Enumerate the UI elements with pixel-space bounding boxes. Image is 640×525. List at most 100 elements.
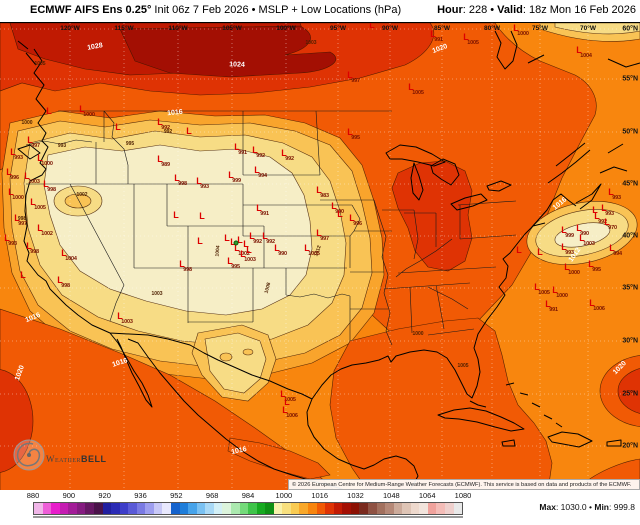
low-marker: L 995 <box>588 259 601 274</box>
low-pressure-value: 996 <box>353 221 362 227</box>
colorbar-segment <box>68 503 77 514</box>
contour-label-minor: 992 <box>163 129 173 135</box>
colorbar-tick: 984 <box>241 491 255 500</box>
colorbar-tick: 880 <box>26 491 40 500</box>
colorbar-segment <box>230 503 240 514</box>
low-marker: L <box>199 211 205 221</box>
low-pressure-value: 1000 <box>83 112 95 118</box>
low-pressure-value: 992 <box>266 239 275 245</box>
colorbar-segment <box>273 503 283 514</box>
low-marker: L 997 <box>27 135 40 150</box>
low-marker: L 993 <box>10 147 23 162</box>
low-pressure-value: 990 <box>580 231 589 237</box>
low-marker: L 1005 <box>280 389 296 404</box>
fill-pacific-1020 <box>0 369 34 473</box>
colorbar-segment <box>153 503 163 514</box>
fill-mexico-gold <box>204 332 267 394</box>
colorbar-segment <box>299 503 308 514</box>
low-pressure-value: 1004 <box>580 53 592 59</box>
low-marker: L <box>516 245 522 255</box>
colorbar-segment <box>265 503 274 514</box>
low-marker: L 1003 <box>24 171 40 186</box>
colorbar-segment <box>248 503 257 514</box>
contour-label-minor: 998 <box>17 216 27 222</box>
contour-label-minor: 1004 <box>214 245 222 257</box>
low-pressure-value: 998 <box>61 283 70 289</box>
colorbar-segment <box>427 503 437 514</box>
colorbar-segment <box>350 503 360 514</box>
longitude-label: 115°W <box>114 25 134 32</box>
low-marker: L 991 <box>430 29 443 44</box>
low-marker: L 993 <box>608 187 621 202</box>
colorbar-segment <box>93 503 103 514</box>
low-pressure-value: 1003 <box>244 257 256 263</box>
low-pressure-value: 997 <box>18 221 27 227</box>
low-pressure-value: 995 <box>351 135 360 141</box>
low-marker: L 997 <box>14 213 27 228</box>
low-pressure-value: 1003 <box>121 319 133 325</box>
low-marker: L 1004 <box>61 248 77 263</box>
colorbar-segment <box>316 503 326 514</box>
low-marker: L 998 <box>174 173 187 188</box>
colorbar-segment <box>162 503 171 514</box>
low-pressure-value: 992 <box>253 239 262 245</box>
low-pressure-value: 1005 <box>284 397 296 403</box>
contour-label-minor: 1002 <box>76 192 88 198</box>
low-marker: L 1006 <box>282 405 298 420</box>
low-marker: L <box>246 245 252 255</box>
low-marker: L 993 <box>601 203 614 218</box>
colorbar-segment <box>342 503 351 514</box>
longitude-label: 75°W <box>532 25 548 32</box>
pressure-colorbar <box>33 502 463 515</box>
low-pressure-value: 992 <box>256 153 265 159</box>
low-marker: L 992 <box>594 211 607 226</box>
contour-label-minor: 1003 <box>151 291 163 297</box>
colorbar-tick: 968 <box>205 491 219 500</box>
low-marker: L 1005 <box>463 32 479 47</box>
low-marker: L 998 <box>26 241 39 256</box>
low-marker: L 1003 <box>579 233 595 248</box>
colorbar-segment <box>367 503 377 514</box>
low-marker: L 1000 <box>37 153 53 168</box>
low-marker: L 995 <box>347 127 360 142</box>
colorbar-segment <box>359 503 368 514</box>
colorbar-segment <box>213 503 223 514</box>
low-marker: L 990 <box>576 223 589 238</box>
low-marker: L 992 <box>262 231 275 246</box>
low-pressure-value: 999 <box>565 233 574 239</box>
longitude-label: 90°W <box>382 25 398 32</box>
low-marker: L 983 <box>316 185 329 200</box>
colorbar-tick: 952 <box>170 491 183 500</box>
low-marker: L 992 <box>281 148 294 163</box>
low-marker: L 994 <box>254 165 267 180</box>
low-marker: L 998 <box>57 275 70 290</box>
longitude-label: 95°W <box>330 25 346 32</box>
longitude-label: 100°W <box>276 25 296 32</box>
low-marker: L 998 <box>43 179 56 194</box>
low-pressure-value: 993 <box>612 195 621 201</box>
low-pressure-value: 970 <box>608 225 617 231</box>
colorbar-tick: 920 <box>98 491 111 500</box>
low-marker: L 993 <box>561 242 574 257</box>
low-pressure-value: 992 <box>161 125 170 131</box>
colorbar-segment <box>239 503 249 514</box>
colorbar-tick: 1048 <box>382 491 400 500</box>
low-marker: L 997 <box>347 70 360 85</box>
colorbar-segment <box>196 503 206 514</box>
latitude-label: 50°N <box>622 128 638 136</box>
colorbar-segment <box>188 503 197 514</box>
low-marker: L 1005 <box>304 243 320 258</box>
low-marker: L <box>224 233 230 243</box>
low-pressure-value: 997 <box>31 143 40 149</box>
colorbar-segment <box>51 503 60 514</box>
low-marker: L <box>537 247 543 257</box>
low-pressure-value: 1000 <box>556 293 568 299</box>
low-marker: L <box>20 270 26 280</box>
low-marker: L 996 <box>6 167 19 182</box>
fill-mexico-amber-island2 <box>242 348 254 356</box>
low-marker: L 992 <box>157 117 170 132</box>
low-marker: L 1005 <box>534 282 550 297</box>
longitude-label: 80°W <box>484 25 500 32</box>
colorbar-tick: 1000 <box>275 491 293 500</box>
